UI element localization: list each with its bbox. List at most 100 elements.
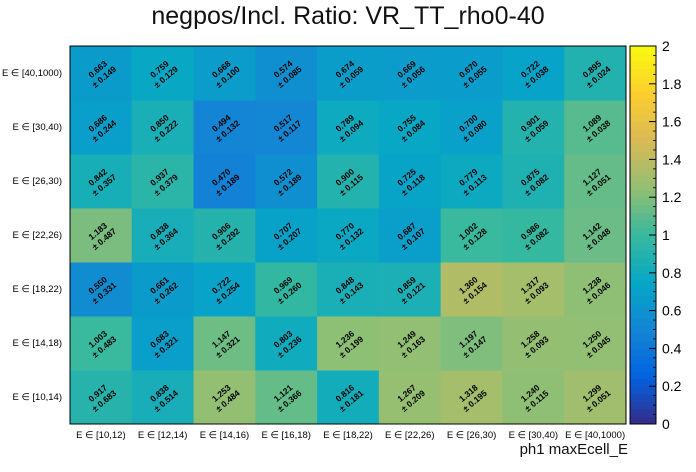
heatmap-cell: [131, 154, 195, 209]
heatmap-cell: [131, 100, 195, 155]
heatmap-cell: [564, 100, 627, 155]
x-tick-label: E ∈ [16,18): [261, 430, 310, 441]
palette-band: [630, 363, 656, 372]
heatmap-cell: [564, 316, 627, 371]
palette-band: [630, 46, 656, 55]
palette-band: [630, 182, 656, 191]
palette-band: [630, 287, 656, 296]
palette-band: [630, 114, 656, 123]
y-tick-label: E ∈ [40,1000): [2, 68, 62, 79]
heatmap-cell: [317, 262, 380, 317]
palette-tick-label: 1.6: [662, 114, 682, 130]
palette-band: [630, 68, 656, 77]
palette-band: [630, 136, 656, 145]
palette-band: [630, 325, 656, 334]
palette-tick-label: 0.6: [662, 303, 682, 319]
heatmap-cell: [193, 100, 256, 155]
heatmap-cell: [502, 262, 565, 317]
palette-band: [630, 189, 656, 198]
y-tick-label: E ∈ [30,40): [13, 122, 62, 133]
heatmap-cell: [317, 316, 380, 371]
heatmap-cell: [255, 262, 318, 317]
chart-title: negpos/Incl. Ratio: VR_TT_rho0-40: [151, 2, 545, 30]
x-tick-label: E ∈ [40,1000): [565, 430, 625, 441]
palette-band: [630, 386, 656, 395]
x-tick-label: E ∈ [22,26): [385, 430, 434, 441]
heatmap-cell: [564, 208, 627, 263]
heatmap-cell: [564, 370, 627, 425]
palette-band: [630, 355, 656, 365]
plot-frame: [69, 45, 627, 425]
color-palette: 0 0.2 0.4 0.6 0.8 1 1.2 1.4 1.6 1.8 2: [629, 38, 682, 432]
palette-band: [630, 83, 656, 92]
palette-band: [630, 340, 656, 349]
palette-band: [630, 121, 656, 130]
heatmap-cell: [440, 316, 503, 371]
heatmap-cell: [255, 46, 318, 101]
palette-band: [630, 295, 656, 304]
x-tick-label: E ∈ [30,40): [509, 430, 558, 441]
heatmap-cell: [440, 262, 503, 317]
heatmap-cells: [70, 46, 627, 425]
palette-band: [630, 235, 656, 244]
palette-band: [630, 61, 656, 70]
palette-band: [630, 371, 656, 380]
heatmap-cell: [440, 370, 503, 425]
heatmap-cell: [317, 100, 380, 155]
palette-tick-label: 1.8: [662, 76, 682, 92]
palette-band: [630, 303, 656, 312]
heatmap-cell: [131, 208, 195, 263]
heatmap-cell: [70, 208, 133, 263]
palette-band: [630, 257, 656, 266]
palette-band: [630, 197, 656, 206]
palette-band: [630, 378, 656, 387]
palette-band: [630, 106, 656, 115]
y-tick-label: E ∈ [10,14): [13, 392, 62, 403]
x-tick-label: E ∈ [18,22): [323, 430, 372, 441]
heatmap-cell: [378, 370, 442, 425]
palette-band: [630, 280, 656, 289]
heatmap-cell: [564, 262, 627, 317]
palette-band: [630, 129, 656, 138]
palette-tick-label: 1: [662, 227, 670, 243]
palette-tick-label: 0.8: [662, 265, 682, 281]
x-tick-label: E ∈ [10,12): [76, 430, 125, 441]
heatmap-cell: [193, 154, 256, 209]
palette-band: [630, 212, 656, 221]
palette-band: [630, 333, 656, 342]
heatmap-cell: [255, 100, 318, 155]
heatmap-cell: [255, 316, 318, 371]
heatmap-cell: [378, 208, 442, 263]
heatmap-cell: [317, 208, 380, 263]
heatmap-cell: [440, 208, 503, 263]
heatmap-cell: [255, 154, 318, 209]
palette-band: [630, 416, 656, 425]
heatmap-cell: [502, 370, 565, 425]
heatmap-cell: [70, 100, 133, 155]
heatmap-cell: [378, 262, 442, 317]
palette-tick-label: 0.4: [662, 340, 682, 356]
x-axis-label: ph1 maxEcell_E: [519, 441, 628, 458]
palette-band: [630, 219, 656, 228]
palette-band: [630, 227, 656, 236]
heatmap-cell: [193, 46, 256, 101]
heatmap-cell: [564, 154, 627, 209]
palette-band: [630, 144, 656, 153]
palette-tick-label: 2: [662, 38, 670, 54]
heatmap-cell: [193, 208, 256, 263]
heatmap-cell: [502, 154, 565, 209]
heatmap-cell: [255, 208, 318, 263]
palette-band: [630, 98, 656, 107]
palette-band: [630, 76, 656, 85]
axes: E ∈ [10,12) E ∈ [12,14) E ∈ [14,16) E ∈ [16…: [2, 45, 627, 441]
y-tick-label: E ∈ [22,26): [13, 230, 62, 241]
palette-band: [630, 265, 656, 274]
heatmap-cell: [378, 316, 442, 371]
palette-band: [630, 401, 656, 410]
heatmap-cell: [70, 370, 133, 425]
heatmap-cell: [193, 316, 256, 371]
palette-tick-label: 0.2: [662, 378, 682, 394]
palette-band: [630, 166, 656, 176]
palette-tick-label: 1.4: [662, 151, 682, 167]
